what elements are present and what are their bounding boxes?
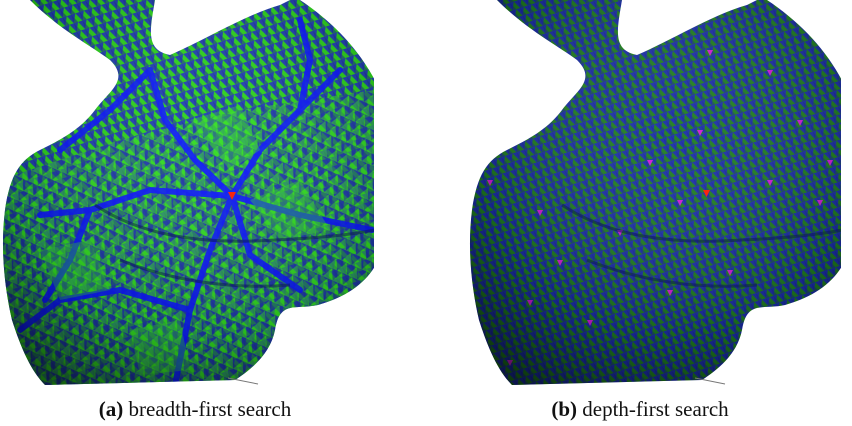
caption-a-text: breadth-first search <box>128 397 292 421</box>
caption-b: (b) depth-first search <box>520 396 760 422</box>
caption-a: (a) breadth-first search <box>70 396 320 422</box>
caption-a-label: (a) <box>98 397 124 421</box>
dfs-mesh-image <box>469 0 841 385</box>
caption-b-text: depth-first search <box>582 397 729 421</box>
bfs-mesh-image <box>2 0 374 385</box>
caption-b-label: (b) <box>551 397 578 421</box>
